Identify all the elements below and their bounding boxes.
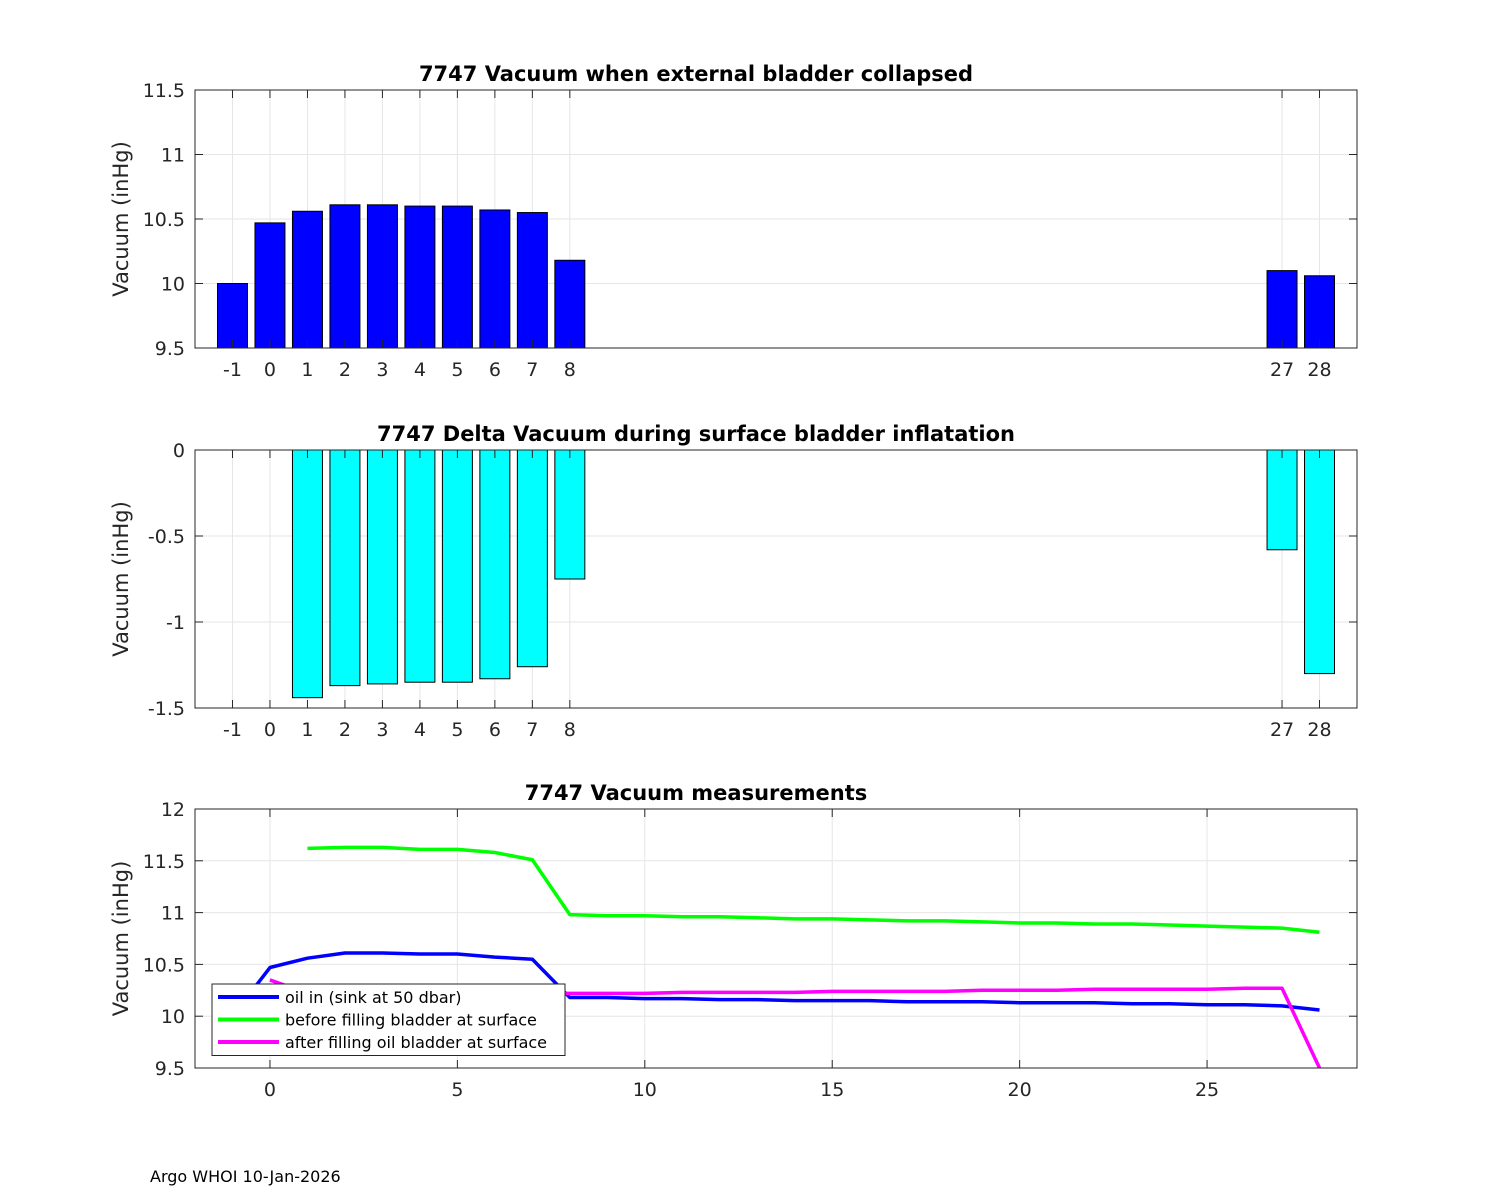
- bar-27: [1266, 449, 1298, 551]
- x-tick-label: 7: [526, 719, 538, 741]
- y-axis-label: Vacuum (inHg): [109, 501, 133, 657]
- chart-collapsed-vacuum: -1 0 1 2 3 4 5 6 7 8 27 28 9.5 10 10.5 11 11.5 7747 Vacuu…: [109, 62, 1358, 381]
- x-tick-label: -1: [223, 359, 242, 381]
- bar-5: [441, 449, 473, 683]
- x-tick-label: 1: [301, 719, 313, 741]
- y-tick-label: 10.5: [143, 209, 185, 231]
- x-tick-label: 0: [264, 359, 276, 381]
- chart-title: 7747 Delta Vacuum during surface bladder…: [377, 422, 1015, 446]
- y-tick-label: -0.5: [148, 526, 185, 548]
- x-tick-label: 15: [820, 1079, 844, 1101]
- x-tick-label: 27: [1270, 719, 1294, 741]
- y-tick-label: 0: [173, 440, 185, 462]
- y-tick-label: 11: [161, 145, 185, 167]
- legend-label-1: before filling bladder at surface: [285, 1011, 537, 1030]
- x-tick-label: 8: [564, 359, 576, 381]
- x-tick-label: -1: [223, 719, 242, 741]
- x-tick-label: 28: [1307, 359, 1331, 381]
- x-tick-label: 0: [264, 1079, 276, 1101]
- x-tick-label: 27: [1270, 359, 1294, 381]
- x-tick-label: 7: [526, 359, 538, 381]
- bar-7: [516, 212, 548, 349]
- y-tick-label: 10.5: [143, 954, 185, 976]
- y-axis-label: Vacuum (inHg): [109, 861, 133, 1017]
- bar-28: [1304, 275, 1336, 349]
- x-tick-label: 1: [301, 359, 313, 381]
- bar-2: [329, 204, 361, 349]
- x-tick-label: 28: [1307, 719, 1331, 741]
- x-tick-label: 3: [376, 719, 388, 741]
- y-tick-label: 11.5: [143, 851, 185, 873]
- bar-6: [479, 449, 511, 680]
- bar-7: [516, 449, 548, 668]
- axes-box: [194, 808, 1358, 1069]
- footer-credit: Argo WHOI 10-Jan-2026: [150, 1167, 341, 1186]
- legend-label-0: oil in (sink at 50 dbar): [285, 988, 462, 1007]
- x-tick-label: 6: [489, 719, 501, 741]
- x-tick-label: 5: [451, 1079, 463, 1101]
- bar-3: [366, 204, 398, 349]
- bar--1: [216, 283, 248, 349]
- x-tick-label: 6: [489, 359, 501, 381]
- legend-label-2: after filling oil bladder at surface: [285, 1033, 547, 1052]
- y-tick-label: -1: [166, 612, 185, 634]
- x-tick-label: 4: [414, 359, 426, 381]
- x-tick-label: 0: [264, 719, 276, 741]
- chart-title: 7747 Vacuum measurements: [525, 781, 868, 805]
- series-line-1: [307, 845, 1320, 935]
- y-tick-label: 9.5: [155, 338, 185, 360]
- bar-6: [479, 209, 511, 349]
- x-tick-label: 20: [1008, 1079, 1032, 1101]
- x-tick-label: 5: [451, 719, 463, 741]
- bar-4: [404, 205, 436, 349]
- bar-1: [291, 210, 323, 349]
- x-tick-label: 25: [1195, 1079, 1219, 1101]
- chart-vacuum-measurements: 0 5 10 15 20 25 9.5 10 10.5 11 11.5 12 7747 Vacuum m…: [109, 781, 1358, 1101]
- chart-title: 7747 Vacuum when external bladder collap…: [419, 62, 973, 86]
- bar-5: [441, 205, 473, 349]
- y-tick-label: 12: [161, 799, 185, 821]
- series-line-0: [231, 951, 1320, 1018]
- x-tick-label: 10: [633, 1079, 657, 1101]
- bar-2: [329, 449, 361, 687]
- bar-8: [554, 449, 586, 580]
- bar-3: [366, 449, 398, 685]
- x-tick-label: 5: [451, 359, 463, 381]
- bar-28: [1304, 449, 1336, 675]
- bar-27: [1266, 270, 1298, 349]
- bar-0: [254, 222, 286, 349]
- y-tick-label: -1.5: [148, 698, 185, 720]
- x-tick-label: 3: [376, 359, 388, 381]
- y-tick-label: 9.5: [155, 1058, 185, 1080]
- x-tick-label: 4: [414, 719, 426, 741]
- x-tick-label: 8: [564, 719, 576, 741]
- y-tick-label: 11.5: [143, 80, 185, 102]
- axes-box: [194, 449, 1358, 709]
- chart-delta-vacuum: -1 0 1 2 3 4 5 6 7 8 27 28 -1.5 -1 -0.5 0 7747 Delta Vac…: [109, 422, 1358, 741]
- bar-1: [291, 449, 323, 699]
- y-tick-label: 10: [161, 1006, 185, 1028]
- x-tick-label: 2: [339, 359, 351, 381]
- y-axis-label: Vacuum (inHg): [109, 141, 133, 297]
- y-tick-label: 11: [161, 903, 185, 925]
- bar-8: [554, 259, 586, 349]
- x-tick-label: 2: [339, 719, 351, 741]
- y-tick-label: 10: [161, 274, 185, 296]
- bar-4: [404, 449, 436, 683]
